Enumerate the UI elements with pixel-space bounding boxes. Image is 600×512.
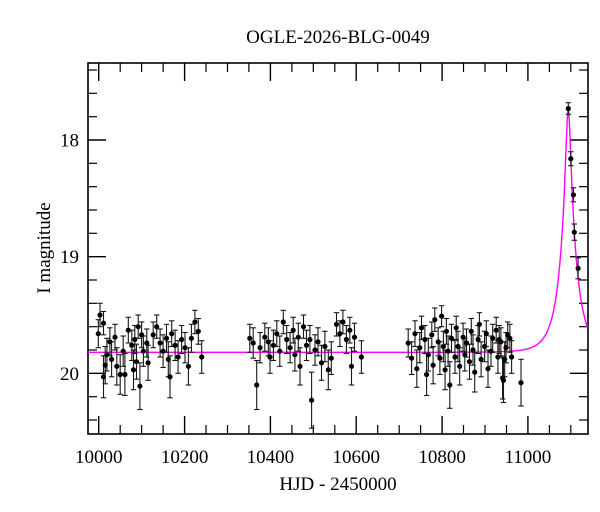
x-axis-label: HJD - 2450000 bbox=[279, 474, 396, 495]
x-tick-label: 11000 bbox=[505, 447, 552, 468]
plot-frame bbox=[87, 62, 589, 435]
chart-title: OGLE-2026-BLG-0049 bbox=[246, 27, 430, 48]
x-tick-label: 10600 bbox=[332, 447, 380, 468]
data-points bbox=[95, 102, 581, 429]
x-tick-label: 10400 bbox=[247, 447, 295, 468]
y-tick-label: 20 bbox=[60, 364, 79, 385]
y-tick-label: 19 bbox=[60, 247, 79, 268]
y-tick-label: 18 bbox=[60, 131, 79, 152]
x-axis-ticks: 10000 10200 10400 10600 10800 11000 bbox=[75, 63, 572, 468]
x-tick-label: 10200 bbox=[161, 447, 209, 468]
plot-area: 10000 10200 10400 10600 10800 11000 18 19 20 bbox=[60, 62, 589, 468]
y-axis-label: I magnitude bbox=[34, 202, 55, 293]
model-curve bbox=[88, 109, 589, 353]
x-tick-label: 10800 bbox=[418, 447, 466, 468]
y-axis-ticks: 18 19 20 bbox=[60, 69, 588, 421]
x-tick-label: 10000 bbox=[75, 447, 123, 468]
